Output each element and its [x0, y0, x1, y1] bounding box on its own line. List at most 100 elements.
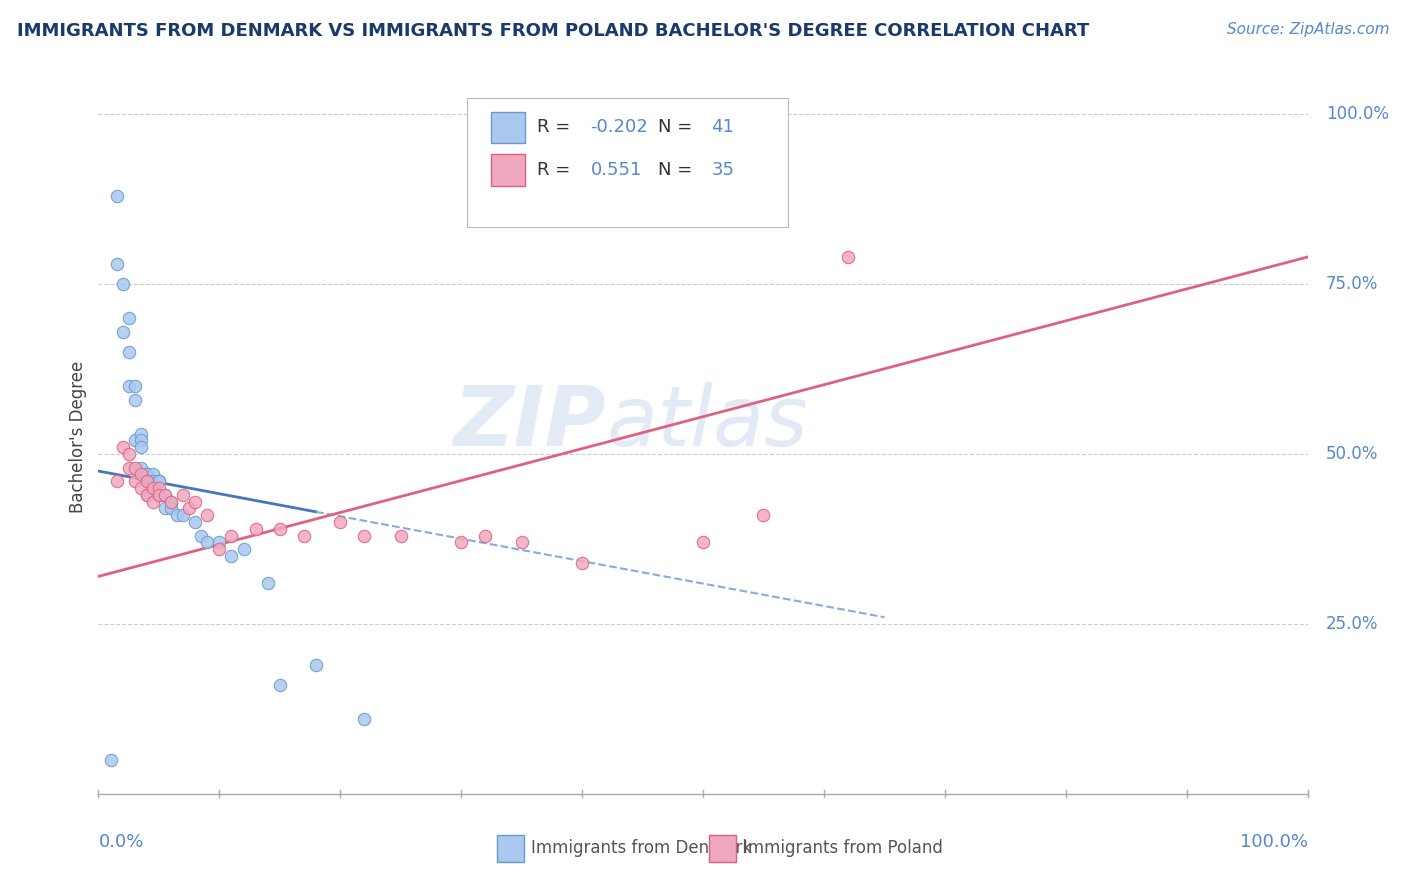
- Point: [172, 508, 194, 523]
- Text: IMMIGRANTS FROM DENMARK VS IMMIGRANTS FROM POLAND BACHELOR'S DEGREE CORRELATION : IMMIGRANTS FROM DENMARK VS IMMIGRANTS FR…: [17, 22, 1090, 40]
- Point: [148, 488, 170, 502]
- Point: [118, 447, 141, 461]
- Point: [129, 434, 152, 448]
- Bar: [492, 154, 526, 186]
- Point: [118, 311, 141, 326]
- Point: [142, 481, 165, 495]
- Point: [195, 508, 218, 523]
- Text: Immigrants from Poland: Immigrants from Poland: [742, 839, 943, 857]
- Text: 0.0%: 0.0%: [98, 833, 143, 851]
- Point: [124, 434, 146, 448]
- Point: [571, 556, 593, 570]
- Point: [118, 460, 141, 475]
- Text: 75.0%: 75.0%: [1326, 275, 1378, 293]
- Bar: [492, 112, 526, 143]
- Point: [837, 250, 859, 264]
- Point: [208, 535, 231, 549]
- Point: [510, 535, 533, 549]
- Point: [153, 501, 176, 516]
- Text: Immigrants from Denmark: Immigrants from Denmark: [531, 839, 752, 857]
- Point: [111, 325, 134, 339]
- Point: [208, 542, 231, 557]
- Point: [129, 440, 152, 454]
- Text: R =: R =: [537, 161, 582, 179]
- Point: [329, 515, 352, 529]
- Point: [124, 392, 146, 407]
- Point: [160, 494, 183, 508]
- Point: [221, 528, 243, 542]
- Point: [118, 379, 141, 393]
- Point: [135, 488, 157, 502]
- Point: [142, 467, 165, 482]
- Text: 50.0%: 50.0%: [1326, 445, 1378, 463]
- Point: [184, 515, 207, 529]
- Point: [256, 576, 278, 591]
- Text: -0.202: -0.202: [591, 119, 648, 136]
- Point: [111, 440, 134, 454]
- Point: [105, 257, 128, 271]
- Point: [153, 488, 176, 502]
- Point: [752, 508, 775, 523]
- FancyBboxPatch shape: [467, 98, 787, 227]
- Point: [142, 494, 165, 508]
- Text: 35: 35: [711, 161, 734, 179]
- Y-axis label: Bachelor's Degree: Bachelor's Degree: [69, 361, 87, 513]
- Text: 100.0%: 100.0%: [1240, 833, 1308, 851]
- Text: 41: 41: [711, 119, 734, 136]
- Point: [148, 475, 170, 489]
- Point: [292, 528, 315, 542]
- Point: [124, 379, 146, 393]
- Text: atlas: atlas: [606, 383, 808, 463]
- Text: 25.0%: 25.0%: [1326, 615, 1378, 633]
- Point: [129, 481, 152, 495]
- Point: [135, 467, 157, 482]
- Bar: [498, 835, 524, 862]
- Point: [172, 488, 194, 502]
- Point: [221, 549, 243, 563]
- Point: [129, 460, 152, 475]
- Point: [160, 494, 183, 508]
- Point: [105, 475, 128, 489]
- Point: [135, 488, 157, 502]
- Point: [100, 753, 122, 767]
- Text: 0.551: 0.551: [591, 161, 643, 179]
- Text: Source: ZipAtlas.com: Source: ZipAtlas.com: [1226, 22, 1389, 37]
- Text: R =: R =: [537, 119, 576, 136]
- Point: [142, 475, 165, 489]
- Point: [135, 475, 157, 489]
- Point: [105, 189, 128, 203]
- Point: [450, 535, 472, 549]
- Point: [269, 522, 291, 536]
- Point: [195, 535, 218, 549]
- Point: [160, 501, 183, 516]
- Point: [305, 657, 328, 672]
- Point: [129, 426, 152, 441]
- Point: [389, 528, 412, 542]
- Point: [135, 467, 157, 482]
- Point: [179, 501, 201, 516]
- Point: [124, 475, 146, 489]
- Point: [135, 475, 157, 489]
- Point: [153, 488, 176, 502]
- Point: [184, 494, 207, 508]
- Point: [148, 488, 170, 502]
- Point: [245, 522, 267, 536]
- Point: [118, 345, 141, 359]
- Point: [166, 508, 188, 523]
- Point: [129, 467, 152, 482]
- Point: [124, 460, 146, 475]
- Point: [692, 535, 714, 549]
- Text: N =: N =: [658, 119, 699, 136]
- Point: [353, 528, 375, 542]
- Bar: [709, 835, 735, 862]
- Point: [142, 481, 165, 495]
- Point: [148, 475, 170, 489]
- Text: 100.0%: 100.0%: [1326, 105, 1389, 123]
- Point: [190, 528, 212, 542]
- Point: [148, 481, 170, 495]
- Point: [474, 528, 496, 542]
- Point: [353, 712, 375, 726]
- Point: [232, 542, 254, 557]
- Point: [269, 678, 291, 692]
- Point: [111, 277, 134, 292]
